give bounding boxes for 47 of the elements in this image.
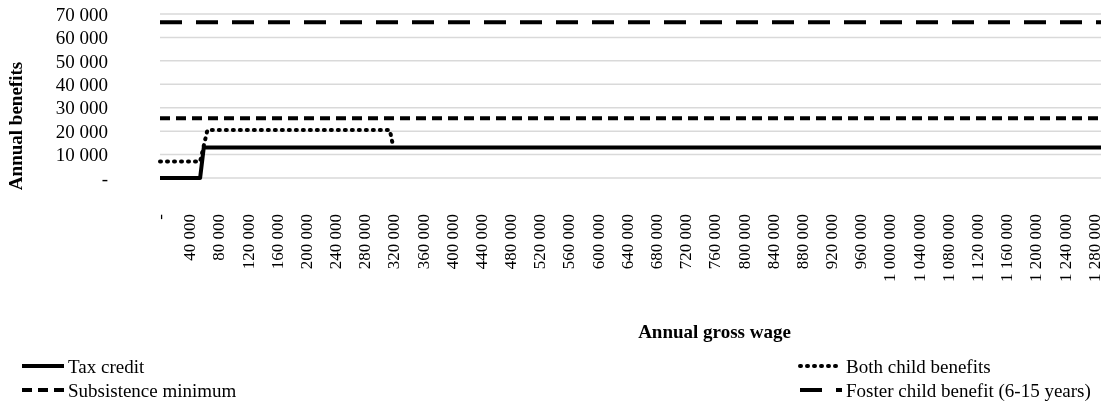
y-tick-label: - (101, 167, 108, 189)
x-tick-label: 640 000 (617, 214, 637, 270)
legend-label: Tax credit (68, 355, 145, 377)
y-axis-title: Annual benefits (5, 61, 26, 191)
x-tick-label: 960 000 (851, 214, 871, 270)
x-tick-label: 480 000 (501, 214, 521, 270)
y-tick-label: 30 000 (55, 97, 108, 119)
x-tick-label: 1 200 000 (1026, 214, 1046, 282)
x-tick-label: 280 000 (355, 214, 375, 270)
y-tick-label: 10 000 (55, 144, 108, 166)
x-tick-label: 200 000 (296, 214, 316, 270)
x-tick-label: 1 000 000 (880, 214, 900, 282)
legend-label: Both child benefits (846, 355, 991, 377)
x-tick-label: 40 000 (180, 214, 200, 261)
x-tick-label: 840 000 (763, 214, 783, 270)
x-tick-label: 240 000 (326, 214, 346, 270)
x-tick-label: 80 000 (209, 214, 229, 261)
x-tick-label: 760 000 (705, 214, 725, 270)
x-tick-label: 920 000 (822, 214, 842, 270)
x-tick-label: 1 120 000 (967, 214, 987, 282)
x-tick-label: 880 000 (792, 214, 812, 270)
x-tick-label: 1 040 000 (909, 214, 929, 282)
y-tick-label: 70 000 (55, 3, 108, 25)
x-tick-label: 1 240 000 (1055, 214, 1075, 282)
x-axis-title: Annual gross wage (638, 321, 791, 342)
y-tick-label: 60 000 (55, 27, 108, 49)
x-tick-label: 1 080 000 (938, 214, 958, 282)
x-tick-label: 1 280 000 (1084, 214, 1104, 282)
x-tick-label: 400 000 (442, 214, 462, 270)
y-tick-label: 40 000 (55, 73, 108, 95)
y-tick-label: 20 000 (55, 120, 108, 142)
x-tick-label: 560 000 (559, 214, 579, 270)
x-tick-label: 800 000 (734, 214, 754, 270)
legend-label: Foster child benefit (6-15 years) (846, 379, 1091, 402)
x-tick-label: 1 160 000 (997, 214, 1017, 282)
x-tick-label: 520 000 (530, 214, 550, 270)
legend-label: Subsistence minimum (68, 379, 237, 401)
x-tick-label: 120 000 (238, 214, 258, 270)
x-tick-label: 720 000 (676, 214, 696, 270)
x-tick-label: - (151, 213, 170, 220)
x-tick-label: 160 000 (267, 214, 287, 270)
x-tick-label: 600 000 (588, 214, 608, 270)
y-tick-label: 50 000 (55, 50, 108, 72)
x-tick-label: 360 000 (413, 214, 433, 270)
x-tick-label: 320 000 (384, 214, 404, 270)
x-tick-label: 680 000 (647, 214, 667, 270)
x-tick-label: 440 000 (471, 214, 491, 270)
